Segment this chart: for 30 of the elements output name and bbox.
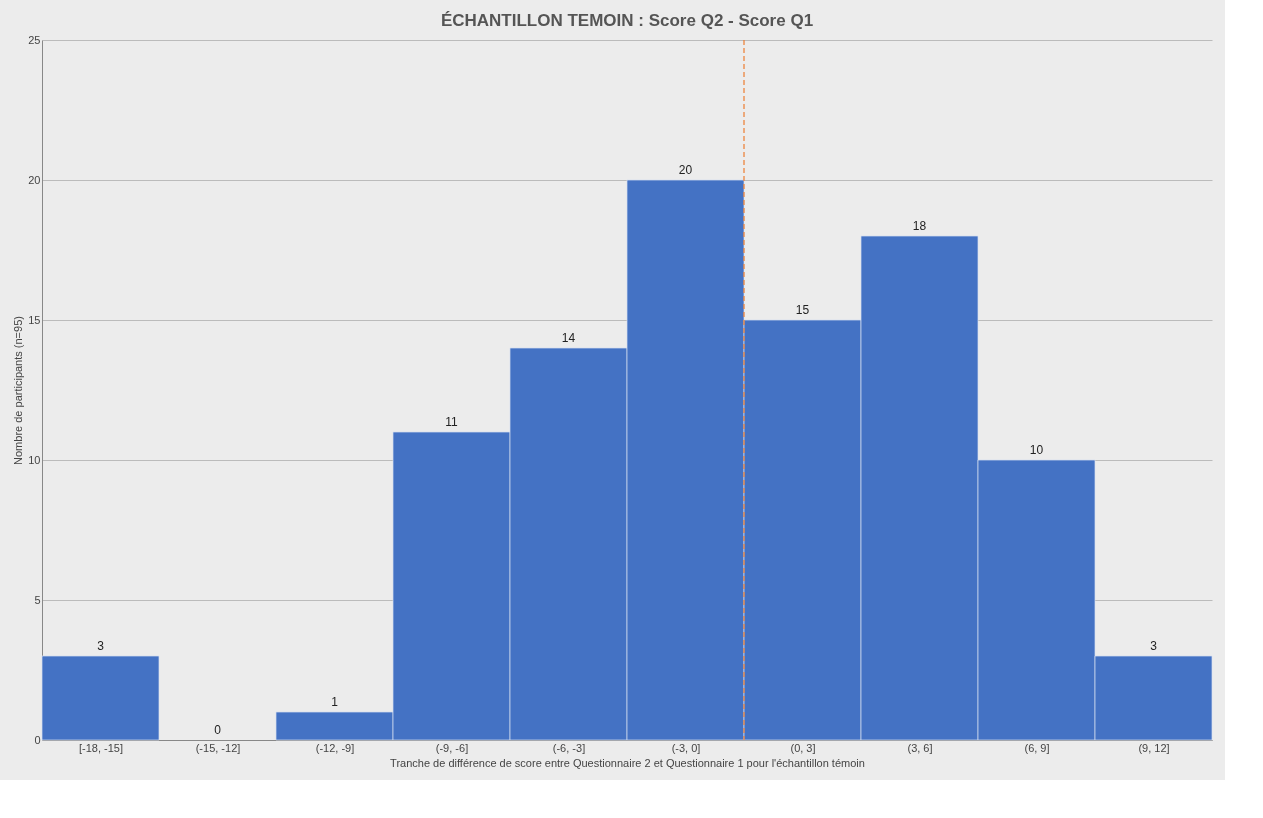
x-tick-label: (6, 9]	[1024, 741, 1050, 754]
data-label: 0	[214, 723, 222, 737]
x-tick-label: (9, 12]	[1138, 741, 1170, 754]
data-label: 3	[97, 639, 105, 653]
data-label: 3	[1150, 639, 1158, 653]
y-tick-label: 10	[28, 453, 41, 466]
x-tick-label: [-18, -15]	[78, 741, 124, 754]
bar	[41, 655, 160, 741]
y-tick-label: 15	[28, 313, 41, 326]
x-tick-label: (-6, -3]	[552, 741, 586, 754]
x-tick-label: (-9, -6]	[435, 741, 469, 754]
data-label: 15	[795, 303, 810, 317]
data-label: 20	[678, 163, 693, 177]
y-axis-title: Nombre de participants (n=95)	[12, 316, 25, 465]
data-label: 1	[331, 695, 339, 709]
x-axis-title: Tranche de différence de score entre Questionnaire 2 et Questionnaire 1 pour l'échantillon témoin	[390, 756, 865, 769]
x-tick-label: (-3, 0]	[671, 741, 701, 754]
x-tick-label: (-12, -9]	[315, 741, 355, 754]
y-tick-label: 25	[28, 33, 41, 46]
y-tick-label: 0	[34, 733, 41, 746]
data-label: 14	[561, 331, 576, 345]
chart-title: ÉCHANTILLON TEMOIN : Score Q2 - Score Q1	[440, 11, 814, 30]
data-label: 11	[445, 415, 459, 429]
y-tick-label: 5	[34, 593, 41, 606]
x-tick-label: (0, 3]	[790, 741, 816, 754]
x-tick-label: (-15, -12]	[195, 741, 241, 754]
y-tick-label: 20	[28, 173, 41, 186]
data-label: 18	[912, 219, 927, 233]
x-tick-label: (3, 6]	[907, 741, 933, 754]
data-label: 10	[1029, 443, 1044, 457]
